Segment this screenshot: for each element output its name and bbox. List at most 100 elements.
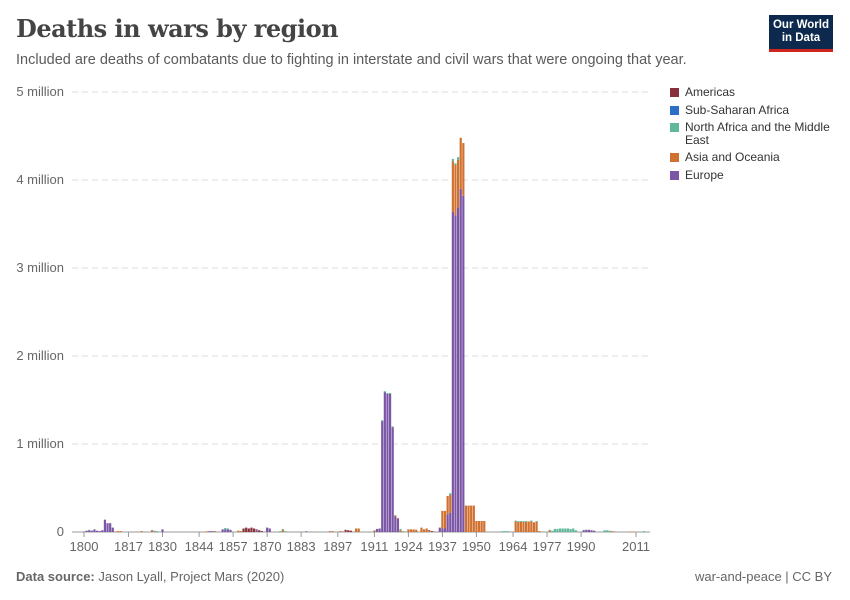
legend-item[interactable]: Americas xyxy=(670,86,845,99)
bar-asia-and-oceania-1952 xyxy=(480,521,483,532)
bar-asia-and-oceania-1943 xyxy=(457,159,460,208)
bar-asia-and-oceania-2002 xyxy=(611,531,614,532)
bar-europe-1936 xyxy=(438,527,441,532)
y-tick-label: 1 million xyxy=(16,436,64,451)
bar-north-africa-and-the-middle-east-1941 xyxy=(451,158,454,162)
data-source: Data source: Jason Lyall, Project Mars (… xyxy=(16,569,284,584)
logo-line1: Our World xyxy=(772,19,829,31)
bar-asia-and-oceania-1850 xyxy=(213,531,216,532)
bar-north-africa-and-the-middle-east-1877 xyxy=(284,531,287,532)
bar-americas-1868 xyxy=(260,531,263,532)
bar-asia-and-oceania-1920 xyxy=(396,517,400,519)
x-tick-label: 1883 xyxy=(287,539,316,554)
legend-item[interactable]: Europe xyxy=(670,168,845,182)
bar-europe-1808 xyxy=(103,519,107,532)
bar-north-africa-and-the-middle-east-1916 xyxy=(386,392,389,394)
x-tick-label: 1964 xyxy=(499,539,528,554)
bar-europe-1806 xyxy=(98,531,101,532)
bar-asia-and-oceania-1968 xyxy=(522,521,525,532)
bar-europe-1937 xyxy=(441,528,444,532)
bar-asia-and-oceania-1927 xyxy=(415,529,418,532)
bar-europe-1941 xyxy=(451,211,454,532)
bar-asia-and-oceania-1948 xyxy=(470,505,473,532)
x-tick-label: 1800 xyxy=(70,539,99,554)
bar-americas-1900 xyxy=(344,529,347,532)
bar-americas-1863 xyxy=(247,528,250,532)
bar-north-africa-and-the-middle-east-2000 xyxy=(606,530,609,532)
bar-europe-1885 xyxy=(305,531,308,532)
bar-asia-and-oceania-1938 xyxy=(443,510,447,529)
y-tick-label: 4 million xyxy=(16,172,64,187)
legend-swatch xyxy=(670,170,679,180)
bar-europe-1804 xyxy=(93,529,96,532)
bar-europe-1801 xyxy=(85,530,88,532)
bar-asia-and-oceania-1971 xyxy=(530,521,533,532)
legend-item[interactable]: North Africa and the Middle East xyxy=(670,121,845,146)
bar-north-africa-and-the-middle-east-1965 xyxy=(514,520,517,522)
legend-item[interactable]: Asia and Oceania xyxy=(670,151,845,164)
bar-americas-1901 xyxy=(347,530,350,532)
y-tick-label: 3 million xyxy=(16,260,64,275)
legend-label: North Africa and the Middle East xyxy=(685,120,830,147)
bar-asia-and-oceania-1925 xyxy=(409,529,413,532)
bar-europe-1855 xyxy=(226,529,229,532)
bar-asia-and-oceania-1895 xyxy=(331,531,334,532)
bar-north-africa-and-the-middle-east-1979 xyxy=(551,530,554,532)
bar-asia-and-oceania-1940 xyxy=(449,495,452,513)
bar-europe-1992 xyxy=(585,529,588,532)
bar-asia-and-oceania-1967 xyxy=(519,521,522,532)
bar-north-africa-and-the-middle-east-1988 xyxy=(574,530,577,532)
bar-north-africa-and-the-middle-east-1961 xyxy=(504,531,507,532)
bar-north-africa-and-the-middle-east-1983 xyxy=(561,528,564,532)
bar-north-africa-and-the-middle-east-1943 xyxy=(457,157,460,160)
bar-americas-1864 xyxy=(250,527,253,532)
bar-europe-1919 xyxy=(394,516,397,532)
bar-asia-and-oceania-1965 xyxy=(514,521,517,532)
bar-europe-1830 xyxy=(161,529,164,532)
bar-asia-and-oceania-1966 xyxy=(517,521,520,532)
bar-asia-and-oceania-1932 xyxy=(428,531,431,532)
bar-north-africa-and-the-middle-east-1855 xyxy=(226,528,229,530)
license[interactable]: war-and-peace | CC BY xyxy=(694,569,832,584)
bar-asia-and-oceania-1949 xyxy=(472,505,475,532)
bar-north-africa-and-the-middle-east-1966 xyxy=(517,521,520,522)
bar-asia-and-oceania-1898 xyxy=(339,531,342,532)
bar-europe-1942 xyxy=(454,215,457,532)
bar-americas-1902 xyxy=(349,530,352,532)
bar-north-africa-and-the-middle-east-1827 xyxy=(153,530,156,532)
x-tick-label: 1990 xyxy=(567,539,596,554)
bar-north-africa-and-the-middle-east-1917 xyxy=(388,392,392,394)
legend-item[interactable]: Sub-Saharan Africa xyxy=(670,103,845,117)
bar-asia-and-oceania-1921 xyxy=(399,530,402,532)
bar-north-africa-and-the-middle-east-1915 xyxy=(383,391,386,393)
x-tick-label: 1937 xyxy=(428,539,457,554)
bar-asia-and-oceania-1969 xyxy=(525,521,528,532)
bar-north-africa-and-the-middle-east-2001 xyxy=(608,530,611,532)
owid-logo[interactable]: Our World in Data xyxy=(769,15,833,52)
source-label: Data source: xyxy=(16,569,95,584)
bar-asia-and-oceania-1947 xyxy=(467,505,470,532)
bar-north-africa-and-the-middle-east-1999 xyxy=(603,530,606,532)
y-tick-label: 0 xyxy=(57,524,64,539)
y-tick-label: 5 million xyxy=(16,84,64,99)
bar-europe-1994 xyxy=(590,530,593,532)
bar-asia-and-oceania-1822 xyxy=(140,531,143,532)
bar-north-africa-and-the-middle-east-1876 xyxy=(281,528,284,530)
bar-europe-1945 xyxy=(462,195,465,532)
bar-asia-and-oceania-1860 xyxy=(239,531,243,532)
bar-north-africa-and-the-middle-east-1854 xyxy=(224,528,227,530)
bar-north-africa-and-the-middle-east-1875 xyxy=(279,531,282,532)
bar-europe-1916 xyxy=(386,393,389,532)
bar-asia-and-oceania-1946 xyxy=(464,505,468,532)
bar-europe-1870 xyxy=(266,527,269,532)
bar-europe-1810 xyxy=(109,523,112,532)
bar-asia-and-oceania-1970 xyxy=(527,521,530,532)
x-tick-label: 1897 xyxy=(323,539,352,554)
bar-north-africa-and-the-middle-east-1986 xyxy=(569,528,572,532)
bar-europe-1938 xyxy=(443,528,447,532)
bar-asia-and-oceania-1911 xyxy=(373,530,376,532)
legend: Americas Sub-Saharan Africa North Africa a… xyxy=(670,86,845,186)
bar-europe-1995 xyxy=(593,530,596,532)
bar-north-africa-and-the-middle-east-1985 xyxy=(566,528,570,532)
bar-europe-1920 xyxy=(396,518,400,532)
